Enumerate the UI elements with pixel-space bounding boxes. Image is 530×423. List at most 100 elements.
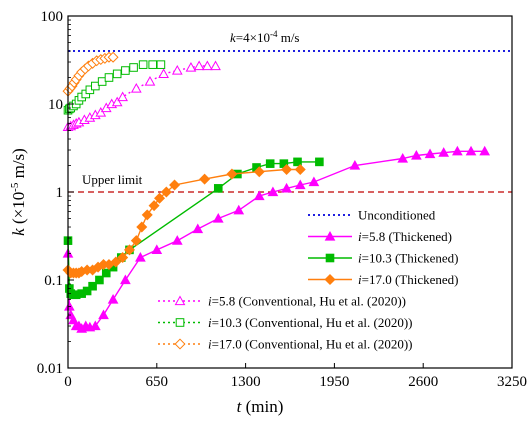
data-point-t170 — [136, 221, 148, 233]
data-point-c58 — [185, 61, 197, 72]
data-point-c103 — [112, 69, 122, 79]
legend-item-c103: i=10.3 (Conventional, Hu et al. (2020)) — [158, 315, 412, 330]
data-point-t58 — [253, 190, 265, 201]
data-point-t103 — [265, 159, 275, 168]
data-point-t58 — [281, 182, 292, 193]
data-point-c58 — [158, 68, 169, 78]
data-point-t103 — [88, 281, 97, 291]
data-point-c58 — [171, 65, 183, 75]
x-tick-label: 0 — [64, 374, 72, 390]
legend-label-t103: i=10.3 (Thickened) — [358, 251, 458, 266]
data-point-t58 — [267, 186, 279, 197]
series-t58 — [62, 145, 491, 333]
data-point-c170 — [107, 51, 119, 63]
x-axis-label: t (min) — [237, 397, 284, 416]
data-point-t58 — [151, 244, 163, 254]
legend-label-c103: i=10.3 (Conventional, Hu et al. (2020)) — [208, 315, 412, 330]
data-point-t170 — [160, 186, 172, 198]
upper-limit-annotation: Upper limit — [82, 172, 143, 187]
data-point-t58 — [98, 309, 109, 320]
data-point-t170 — [281, 164, 293, 176]
x-tick-label: 3250 — [497, 374, 527, 390]
data-point-t58 — [233, 204, 245, 215]
data-point-c103 — [104, 73, 114, 82]
data-point-t58 — [135, 252, 146, 262]
data-point-t103 — [82, 286, 92, 296]
data-point-c103 — [129, 63, 138, 72]
data-point-t103 — [101, 268, 111, 278]
data-point-t170 — [169, 179, 181, 191]
data-point-t58 — [465, 145, 477, 156]
y-tick-label: 0.01 — [37, 361, 63, 377]
legend-marker-c58 — [174, 295, 186, 306]
data-point-t170 — [130, 235, 142, 247]
data-point-c58 — [111, 96, 123, 107]
data-point-t58 — [294, 179, 306, 190]
data-point-t103 — [293, 157, 302, 167]
annotations: k=4×10-4 m/s Upper limit — [82, 29, 300, 187]
data-point-t170 — [154, 192, 166, 204]
series-c103 — [63, 60, 166, 115]
data-point-t58 — [89, 320, 101, 331]
data-point-t58 — [479, 145, 491, 156]
data-point-t58 — [107, 293, 119, 304]
data-point-t58 — [452, 145, 463, 156]
data-point-c103 — [148, 60, 158, 69]
data-point-t58 — [64, 300, 75, 311]
data-point-c58 — [130, 82, 142, 93]
legend-marker-t103 — [325, 253, 335, 263]
legend-marker-c103 — [175, 318, 185, 327]
data-point-t170 — [117, 252, 129, 264]
data-point-c58 — [193, 60, 205, 71]
data-point-t170 — [199, 173, 211, 185]
legend-label-t58: i=5.8 (Thickened) — [358, 229, 452, 244]
data-point-t58 — [120, 274, 131, 285]
series-c170 — [62, 51, 119, 97]
legend-item-t103: i=10.3 (Thickened) — [308, 251, 458, 266]
data-point-t58 — [424, 148, 436, 159]
y-tick-label: 0.1 — [44, 273, 63, 289]
y-tick-label: 10 — [48, 97, 63, 113]
data-point-t103 — [315, 157, 324, 167]
data-point-c103 — [91, 81, 100, 91]
data-point-t58 — [171, 235, 183, 245]
legend-item-c58: i=5.8 (Conventional, Hu et al. (2020)) — [158, 294, 406, 309]
data-point-t58 — [397, 153, 409, 163]
data-point-c103 — [138, 60, 148, 69]
legend-marker-c170 — [174, 338, 186, 350]
y-tick-label: 100 — [41, 9, 64, 25]
data-point-t170 — [253, 166, 265, 178]
data-point-t170 — [226, 168, 238, 180]
data-point-t103 — [213, 184, 223, 193]
k-line-annotation: k=4×10-4 m/s — [230, 29, 300, 45]
x-tick-label: 650 — [146, 374, 169, 390]
axis-labels: t (min) k (×10-5 m/s) — [9, 148, 283, 416]
data-point-c58 — [201, 60, 213, 71]
data-point-c58 — [210, 60, 221, 71]
data-point-c103 — [121, 66, 130, 75]
x-tick-label: 2600 — [408, 374, 438, 390]
data-point-c58 — [144, 76, 156, 86]
legend-item-t170: i=17.0 (Thickened) — [308, 272, 458, 287]
legend-marker-t58 — [324, 230, 336, 241]
legend-label-unconditioned: Unconditioned — [358, 208, 436, 223]
y-axis-label: k (×10-5 m/s) — [9, 148, 28, 236]
data-point-t58 — [411, 149, 422, 160]
series-c58 — [62, 60, 221, 131]
axes-layer: 0 650 1300 1950 2600 3250 0.01 0.1 1 10 100 — [37, 9, 527, 390]
legend-marker-t170 — [324, 273, 336, 286]
x-tick-label: 1300 — [231, 374, 261, 390]
legend-item-t58: i=5.8 (Thickened) — [308, 229, 452, 244]
data-point-t103 — [95, 275, 104, 285]
data-point-c103 — [156, 60, 166, 69]
data-point-t58 — [192, 223, 204, 234]
y-tick-label: 1 — [56, 185, 64, 201]
legend: Unconditioned i=5.8 (Thickened) i=10.3 (Th… — [158, 208, 458, 352]
legend-item-c170: i=17.0 (Conventional, Hu et al. (2020)) — [158, 337, 412, 352]
legend-label-t170: i=17.0 (Thickened) — [358, 272, 458, 287]
data-point-t170 — [148, 200, 160, 212]
data-point-t170 — [110, 256, 122, 268]
legend-label-c170: i=17.0 (Conventional, Hu et al. (2020)) — [208, 337, 412, 352]
data-point-t170 — [141, 209, 153, 221]
